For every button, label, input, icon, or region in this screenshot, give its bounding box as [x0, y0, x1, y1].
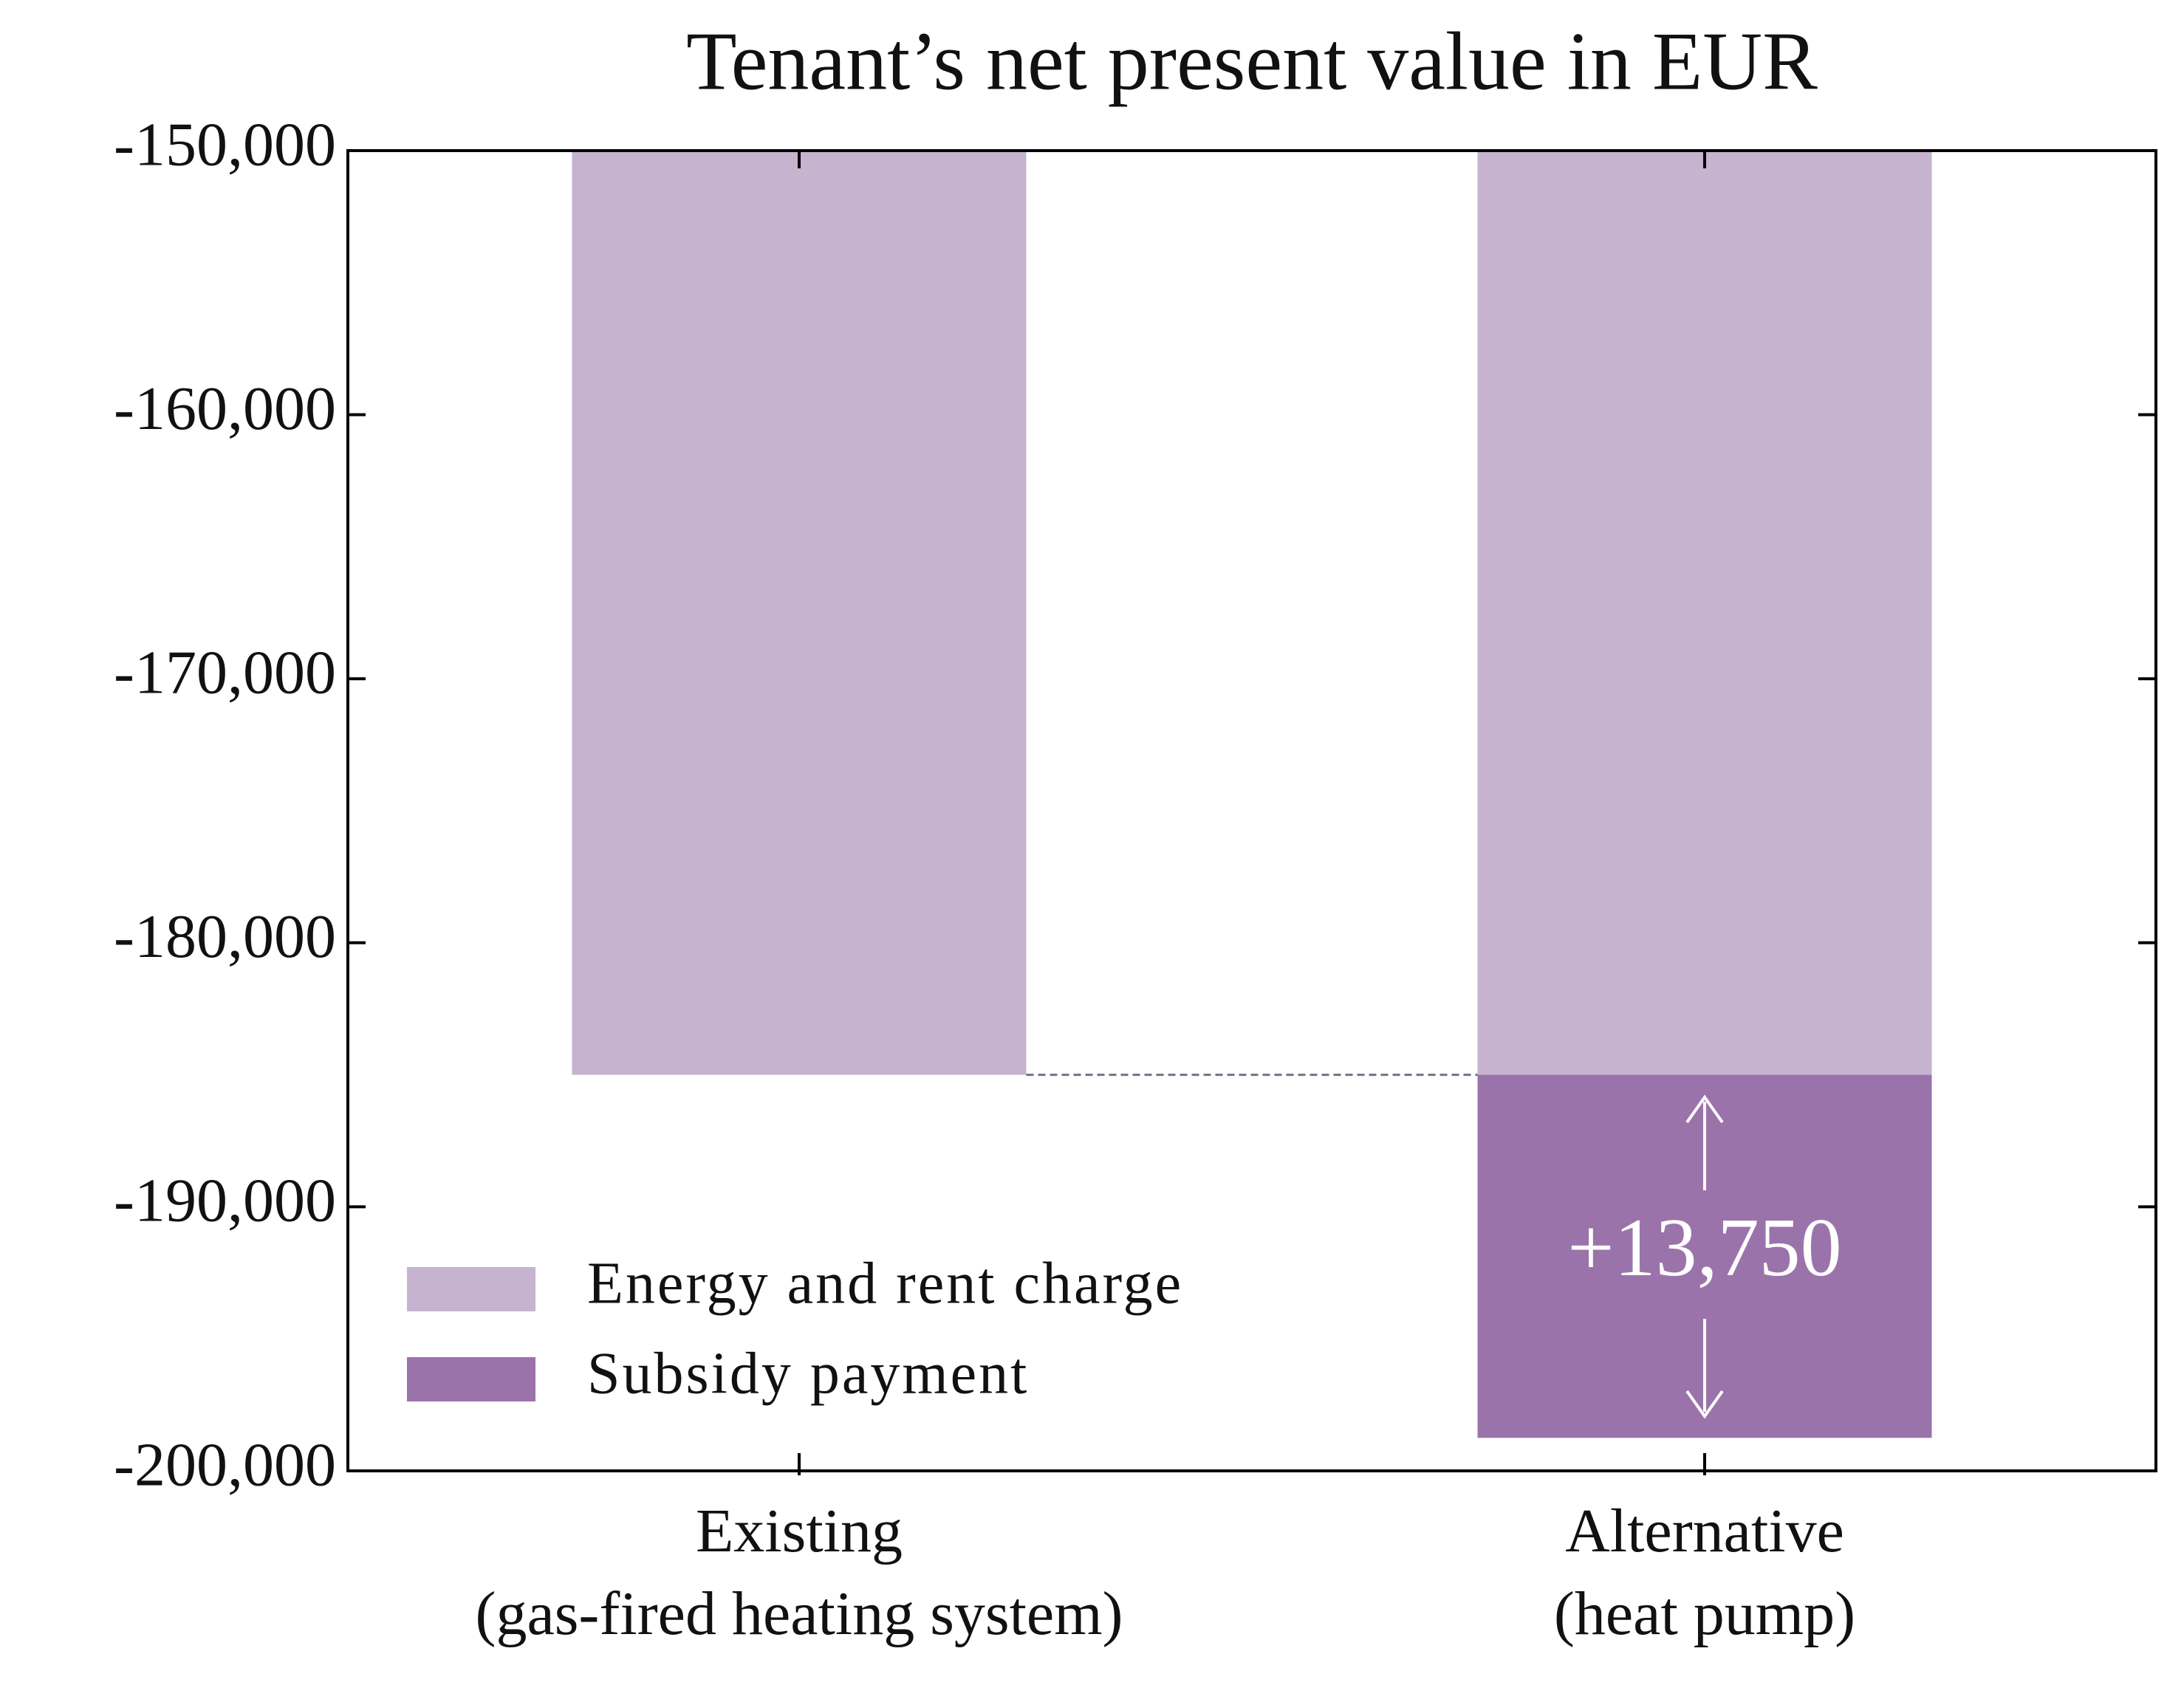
x-tick-label: Existing (gas-fired heating system) [475, 1497, 1123, 1648]
chart-title: Tenant’s net present value in EUR [686, 16, 1818, 108]
bar-segment [572, 151, 1027, 1075]
y-tick-label: -190,000 [114, 1167, 336, 1235]
legend-label: Subsidy payment [587, 1341, 1029, 1406]
y-tick-label: -200,000 [114, 1430, 336, 1499]
legend-swatch [407, 1267, 535, 1311]
bar-segment [1477, 151, 1932, 1075]
legend-label: Energy and rent charge [587, 1251, 1183, 1316]
y-tick-label: -160,000 [114, 374, 336, 443]
plot-area [572, 151, 1932, 1438]
y-tick-label: -180,000 [114, 902, 336, 971]
y-tick-label: -150,000 [114, 110, 336, 179]
x-tick-label: Alternative (heat pump) [1553, 1497, 1856, 1648]
y-tick-label: -170,000 [114, 638, 336, 707]
legend-swatch [407, 1357, 535, 1401]
annotation: +13,750 [1567, 1202, 1841, 1294]
plot-frame [346, 149, 2157, 1472]
